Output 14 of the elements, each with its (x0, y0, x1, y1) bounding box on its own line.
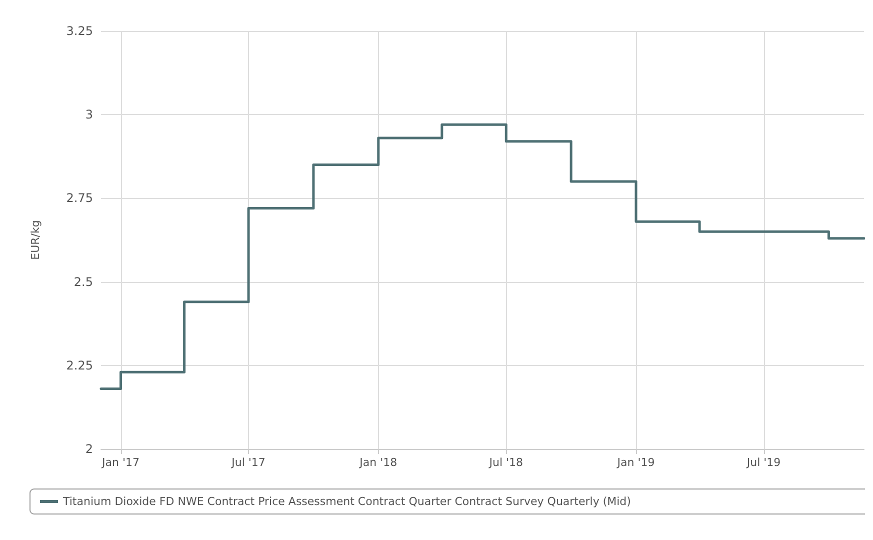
x-tick-label: Jan '19 (616, 456, 655, 469)
y-tick-label: 2.75 (66, 191, 93, 206)
y-tick-label: 3.25 (66, 24, 93, 38)
x-tick-label: Jan '18 (358, 456, 398, 469)
x-tick-label: Jan '17 (101, 456, 140, 469)
x-tick-label: Jul '18 (488, 456, 524, 469)
x-tick-label: Jul '17 (230, 456, 266, 469)
x-tick-label: Jul '19 (746, 456, 781, 469)
legend-label: Titanium Dioxide FD NWE Contract Price Assessment Contract Quarter Contract Survey Quarterly (Mid) (62, 495, 631, 508)
y-axis-title: EUR/kg (29, 220, 42, 260)
y-tick-label: 2.25 (66, 358, 93, 372)
y-tick-label: 3 (85, 108, 93, 122)
y-tick-label: 2 (85, 442, 93, 456)
y-tick-label: 2.5 (74, 274, 93, 289)
